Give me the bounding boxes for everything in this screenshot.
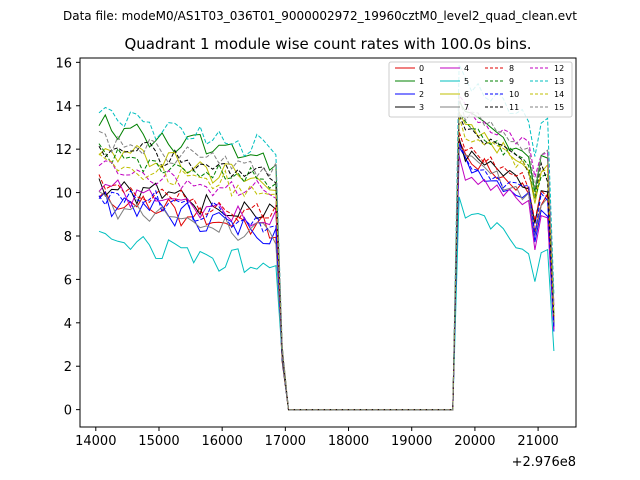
x-tick-label: 21000: [517, 434, 558, 449]
x-tick-label: 16000: [201, 434, 242, 449]
y-tick-label: 2: [64, 360, 72, 375]
x-tick-label: 14000: [75, 434, 116, 449]
series-line-8: [98, 131, 555, 411]
legend-label-12: 12: [554, 64, 564, 73]
y-tick-label: 14: [55, 100, 72, 115]
legend-label-4: 4: [464, 64, 469, 73]
series-line-3: [98, 138, 555, 411]
x-offset-label: +2.976e8: [512, 455, 576, 470]
x-tick-label: 18000: [328, 434, 369, 449]
legend-label-10: 10: [509, 90, 519, 99]
chart-title: Quadrant 1 module wise count rates with …: [124, 35, 531, 53]
y-tick-label: 10: [55, 187, 72, 202]
legend-label-14: 14: [554, 90, 564, 99]
y-tick-label: 12: [55, 143, 72, 158]
y-tick-label: 8: [64, 230, 72, 245]
legend-label-0: 0: [419, 64, 424, 73]
legend-label-8: 8: [509, 64, 514, 73]
legend-label-5: 5: [464, 77, 469, 86]
legend-label-1: 1: [419, 77, 424, 86]
y-tick-label: 16: [55, 56, 72, 71]
axis-ticks: 14000 15000 16000 17000 18000 19000 20000 21000…: [55, 56, 558, 449]
legend-label-6: 6: [464, 90, 469, 99]
x-tick-label: 19000: [391, 434, 432, 449]
legend-box: [388, 61, 573, 118]
series-line-13: [98, 64, 555, 411]
x-tick-label: 20000: [454, 434, 495, 449]
series-line-6: [98, 112, 555, 411]
series-line-0: [98, 140, 555, 411]
legend-label-3: 3: [419, 103, 424, 112]
series-line-1: [98, 99, 555, 411]
y-tick-label: 4: [64, 317, 72, 332]
series-line-14: [98, 116, 555, 411]
series-line-7: [98, 143, 555, 411]
series-lines: [98, 64, 555, 411]
chart-suptitle: Data file: modeM0/AS1T03_036T01_90000029…: [63, 9, 577, 23]
series-line-5: [98, 196, 555, 411]
legend-label-9: 9: [509, 77, 514, 86]
series-line-11: [98, 114, 555, 411]
x-tick-label: 17000: [265, 434, 306, 449]
legend-label-7: 7: [464, 103, 469, 112]
legend-label-15: 15: [554, 103, 564, 112]
y-tick-label: 0: [64, 404, 72, 419]
series-line-12: [98, 93, 555, 411]
series-line-9: [98, 110, 555, 411]
series-line-2: [98, 145, 555, 411]
y-tick-label: 6: [64, 273, 72, 288]
plot-frame: [79, 57, 577, 428]
series-line-15: [98, 96, 555, 411]
legend-label-11: 11: [509, 103, 519, 112]
legend-label-2: 2: [419, 90, 424, 99]
legend-label-13: 13: [554, 77, 564, 86]
series-line-10: [98, 142, 555, 411]
x-tick-label: 15000: [138, 434, 179, 449]
